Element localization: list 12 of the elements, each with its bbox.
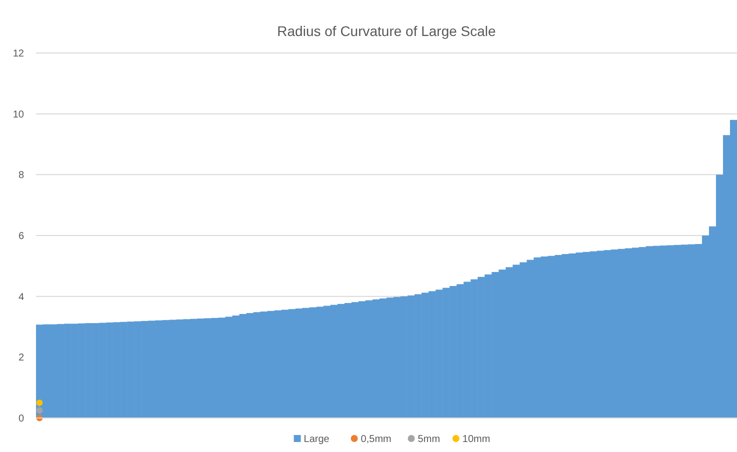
chart-title: Radius of Curvature of Large Scale <box>277 23 496 39</box>
y-tick-label: 10 <box>12 109 24 120</box>
y-tick-label: 6 <box>18 231 24 242</box>
y-tick-label: 12 <box>12 48 24 60</box>
y-tick-label: 4 <box>18 292 24 303</box>
legend-label: 10mm <box>462 434 490 445</box>
legend-label: Large <box>304 434 330 445</box>
legend-label: 5mm <box>418 434 440 445</box>
y-tick-label: 0 <box>18 414 24 424</box>
y-tick-label: 2 <box>18 352 24 364</box>
legend-label: 0,5mm <box>360 434 392 445</box>
y-tick-label: 8 <box>18 170 24 182</box>
